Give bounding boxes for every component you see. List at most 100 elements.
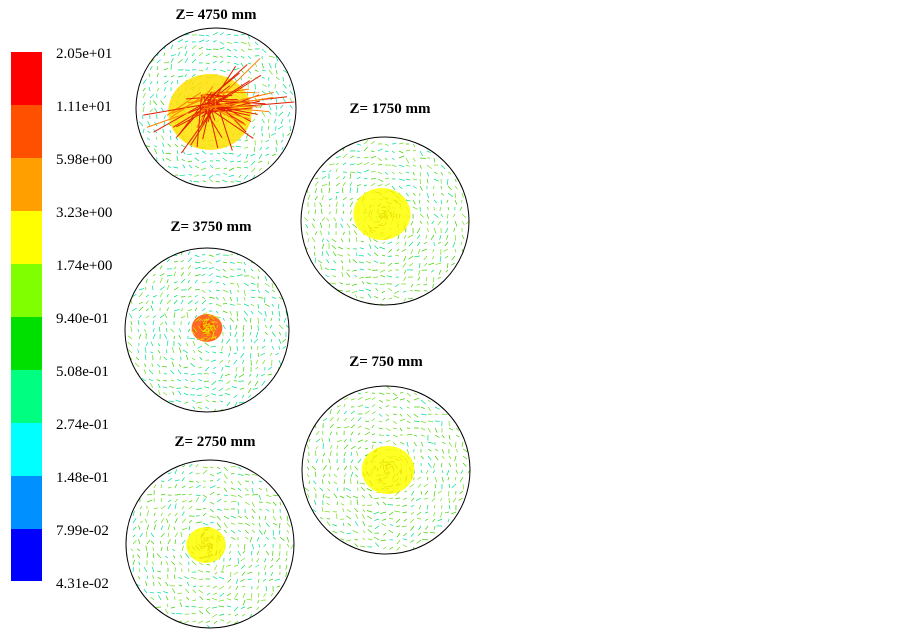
velocity-vector	[331, 238, 337, 243]
velocity-vector	[431, 497, 436, 502]
velocity-vector	[173, 299, 178, 305]
velocity-vector	[448, 504, 451, 510]
velocity-vector	[138, 121, 144, 127]
velocity-vector	[222, 179, 228, 183]
velocity-vector	[191, 387, 196, 390]
velocity-vector	[321, 251, 324, 257]
velocity-vector	[226, 41, 232, 45]
velocity-vector	[186, 596, 190, 601]
velocity-vector	[200, 536, 206, 542]
velocity-vector	[286, 515, 289, 522]
velocity-vector	[460, 469, 464, 474]
velocity-vector	[350, 452, 353, 457]
velocity-vector	[346, 509, 352, 513]
velocity-vector	[181, 518, 187, 524]
velocity-vector	[153, 524, 157, 531]
velocity-vector	[313, 487, 317, 492]
velocity-vector	[237, 501, 240, 506]
velocity-vector	[356, 171, 362, 174]
velocity-vector	[257, 268, 260, 273]
velocity-vector	[227, 130, 232, 134]
velocity-vector	[166, 284, 170, 291]
velocity-vector	[312, 218, 316, 222]
velocity-vector	[163, 80, 169, 85]
velocity-vector	[247, 55, 252, 60]
velocity-vector	[268, 132, 271, 139]
velocity-vector	[370, 211, 373, 216]
velocity-vector	[263, 564, 267, 571]
velocity-vector	[167, 143, 172, 148]
velocity-vector	[256, 557, 260, 563]
velocity-vector	[265, 508, 270, 512]
velocity-vector	[389, 546, 394, 550]
velocity-vector	[233, 606, 239, 612]
velocity-vector	[395, 464, 399, 469]
velocity-vector	[439, 255, 442, 262]
velocity-vector	[352, 223, 358, 229]
velocity-vector	[159, 322, 164, 326]
velocity-vector	[364, 440, 368, 443]
velocity-vector	[328, 224, 331, 229]
velocity-vector	[389, 190, 395, 194]
velocity-vector	[340, 223, 344, 229]
velocity-vector-large	[210, 64, 248, 97]
velocity-vector	[191, 605, 197, 608]
velocity-vector	[365, 276, 372, 278]
velocity-vector	[132, 526, 137, 531]
velocity-vector	[373, 260, 379, 264]
velocity-vector	[313, 245, 316, 250]
velocity-vector	[251, 529, 256, 533]
velocity-vector	[343, 411, 347, 415]
velocity-vector	[194, 254, 200, 258]
velocity-vector	[365, 261, 372, 264]
velocity-vector	[374, 525, 380, 530]
velocity-vector	[360, 241, 365, 243]
velocity-vector	[167, 574, 169, 580]
velocity-vector	[315, 446, 318, 450]
velocity-vector	[230, 480, 233, 485]
velocity-vector	[275, 352, 280, 356]
velocity-vector	[195, 480, 200, 484]
velocity-vector	[352, 269, 358, 272]
velocity-vector	[330, 268, 337, 271]
velocity-vector-large	[201, 106, 218, 118]
velocity-vector	[142, 378, 147, 382]
velocity-vector	[434, 406, 440, 410]
velocity-vector	[417, 518, 422, 520]
velocity-vector	[346, 223, 351, 229]
velocity-vector	[234, 373, 238, 379]
velocity-vector	[434, 434, 440, 438]
velocity-vector	[246, 132, 249, 139]
velocity-vector	[197, 345, 203, 349]
velocity-vector	[333, 217, 337, 222]
velocity-vector	[197, 543, 201, 547]
velocity-vector	[230, 465, 237, 468]
velocity-vector	[242, 331, 245, 338]
velocity-vector	[340, 238, 344, 243]
velocity-vector	[163, 121, 165, 127]
velocity-vector	[268, 578, 274, 581]
velocity-vector	[274, 83, 277, 89]
velocity-vector	[375, 287, 379, 292]
velocity-vector	[249, 317, 252, 323]
velocity-vector	[161, 365, 168, 368]
velocity-vector	[410, 283, 414, 288]
velocity-vector	[240, 69, 244, 74]
vector-panel-z4750	[135, 27, 297, 189]
velocity-vector	[257, 289, 260, 293]
velocity-vector	[311, 465, 317, 471]
velocity-vector	[348, 238, 351, 243]
velocity-vector	[271, 282, 274, 289]
velocity-vector	[219, 400, 224, 403]
velocity-vector	[447, 476, 450, 481]
velocity-vector	[256, 373, 259, 378]
velocity-vector	[403, 269, 407, 275]
velocity-vector	[195, 508, 202, 511]
velocity-vector	[373, 252, 379, 257]
velocity-vector	[406, 399, 411, 403]
velocity-vector	[462, 455, 468, 460]
velocity-vector	[432, 283, 435, 289]
velocity-vector	[405, 149, 411, 152]
velocity-vector	[412, 143, 416, 147]
velocity-vector	[212, 121, 218, 124]
